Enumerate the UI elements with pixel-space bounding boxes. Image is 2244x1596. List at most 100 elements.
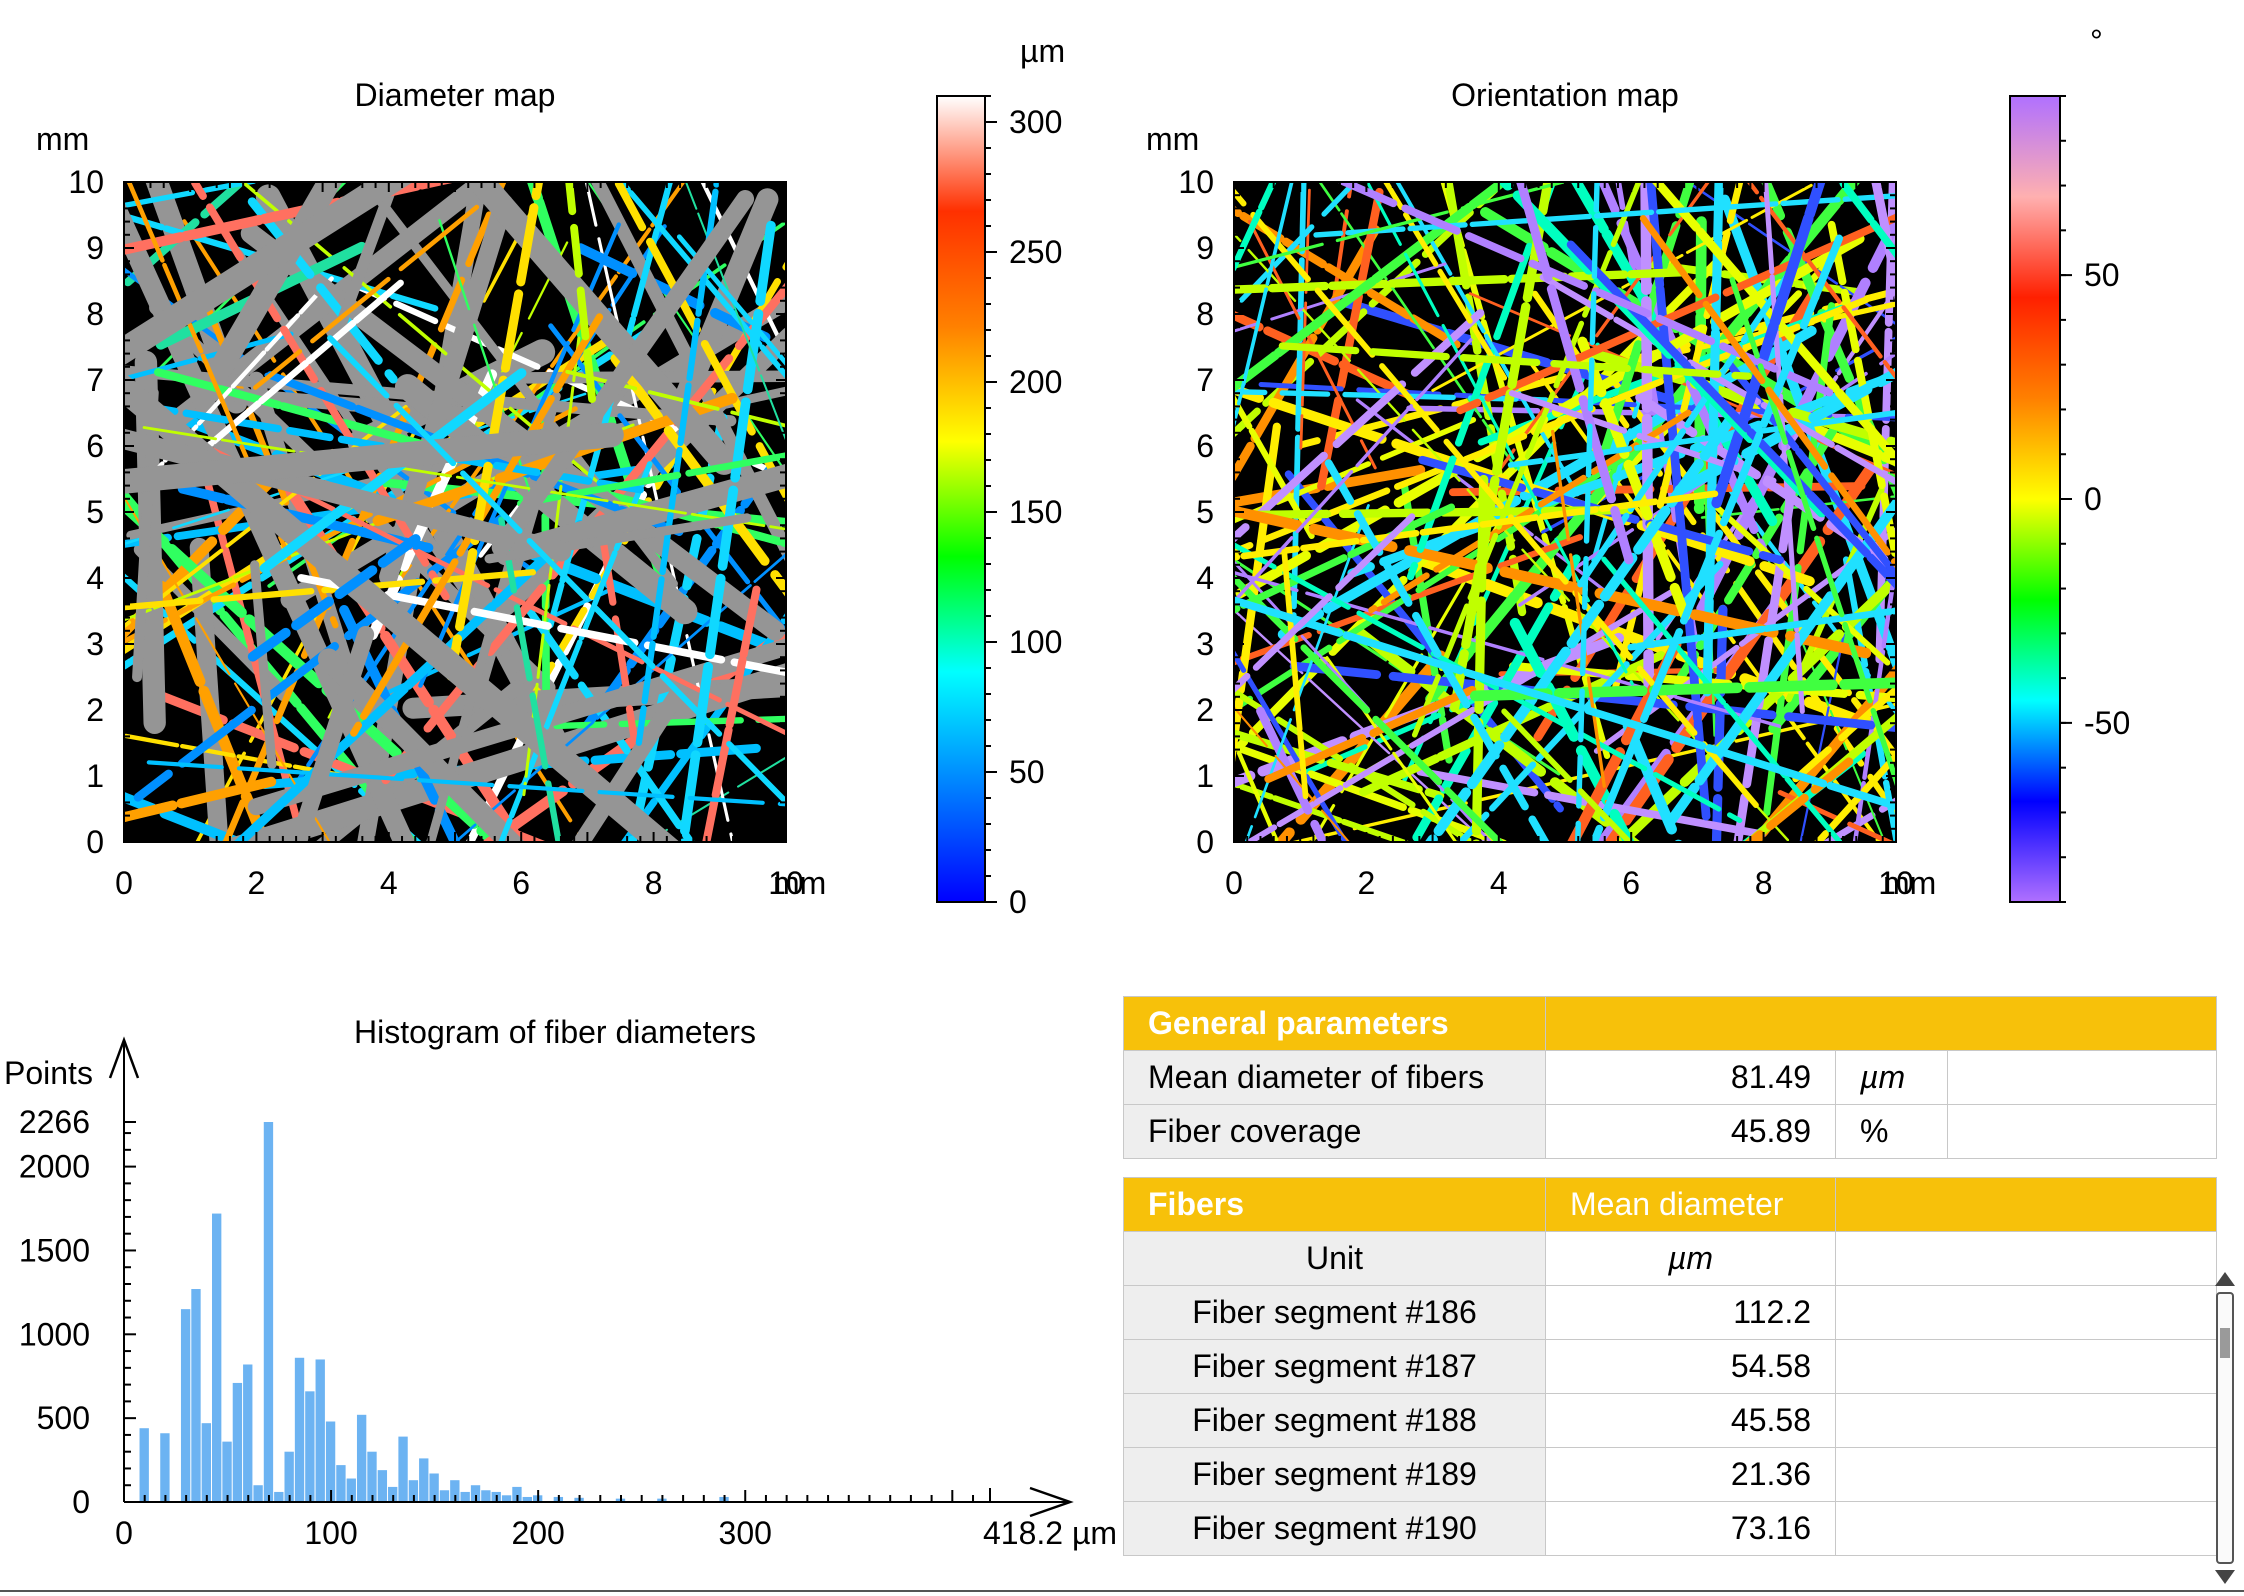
table-row[interactable]: Fiber segment #188 45.58 <box>1123 1393 2217 1448</box>
fiber-segment <box>222 182 507 842</box>
histogram-bar <box>377 1470 388 1502</box>
scroll-up-arrow-icon[interactable] <box>2215 1272 2235 1286</box>
fiber-segment <box>1743 757 1854 842</box>
x-tick-label: 2 <box>1358 865 1376 901</box>
histogram-bar <box>439 1490 450 1502</box>
table-row[interactable]: Fiber segment #190 73.16 <box>1123 1501 2217 1556</box>
histogram-title: Histogram of fiber diameters <box>354 1014 756 1050</box>
fiber-segment <box>1746 182 1896 381</box>
row-label: Fiber segment #190 <box>1123 1501 1546 1556</box>
histogram-bar <box>274 1491 284 1502</box>
fiber-segment <box>1365 182 1634 686</box>
fiber-segment <box>1480 207 1896 468</box>
fiber-segment <box>491 190 755 557</box>
histogram-bar <box>408 1480 419 1502</box>
scrollbar-thumb[interactable] <box>2220 1328 2230 1358</box>
fiber-segment <box>1243 589 1675 842</box>
fiber-segment <box>1234 505 1872 659</box>
fiber-segment <box>1551 429 1609 807</box>
x-tick-label: 10 <box>768 865 804 901</box>
fiber-segment <box>1729 277 1896 789</box>
fiber-segment <box>1317 187 1384 491</box>
row-unit: % <box>1835 1104 1948 1159</box>
table-row[interactable]: Fiber segment #187 54.58 <box>1123 1339 2217 1394</box>
fiber-segment <box>1234 490 1719 561</box>
histogram-bar <box>243 1364 253 1502</box>
fiber-segment <box>1657 301 1896 359</box>
x-tick-label: 6 <box>1622 865 1640 901</box>
y-tick-label: 3 <box>86 626 104 662</box>
y-tick-label: 0 <box>72 1484 90 1520</box>
fiber-segment <box>1792 684 1896 783</box>
fiber-segment <box>684 182 786 443</box>
fibers-title: Fibers <box>1123 1177 1546 1232</box>
colorbar-tick-label: 150 <box>1009 494 1062 530</box>
orientation-map-x-unit: mm <box>1883 865 1936 901</box>
row-spacer <box>1835 1231 2217 1286</box>
histogram-bars <box>139 1122 729 1502</box>
table-row[interactable]: Fiber segment #189 21.36 <box>1123 1447 2217 1502</box>
fiber-segment <box>124 182 264 209</box>
histogram-bar <box>470 1485 481 1502</box>
fiber-segment <box>1324 459 1550 842</box>
x-tick-label: 300 <box>719 1515 772 1551</box>
fiber-segment <box>1566 240 1896 590</box>
fiber-segment <box>1234 608 1488 842</box>
fiber-segment <box>1651 182 1896 466</box>
y-tick-label: 6 <box>1196 428 1214 464</box>
fiber-segment <box>1278 342 1752 380</box>
fiber-segment <box>1234 687 1477 842</box>
header-spacer <box>1544 996 2218 1051</box>
table-row[interactable]: Mean diameter of fibers 81.49 µm <box>1123 1050 2218 1105</box>
fiber-segment <box>700 182 786 359</box>
fibers-header: Fibers Mean diameter <box>1123 1177 2217 1232</box>
fiber-segment <box>1299 182 1312 450</box>
fiber-segment <box>246 534 421 663</box>
histogram-bar <box>398 1436 408 1502</box>
orientation-colorbar <box>2009 95 2061 903</box>
histogram: Histogram of fiber diameters Points 0 100… <box>4 1014 1117 1551</box>
colorbar-tick-label: 100 <box>1009 624 1062 660</box>
y-tick-label: 1 <box>1196 758 1214 794</box>
histogram-bar <box>294 1357 305 1502</box>
scrollbar-track[interactable] <box>2216 1292 2234 1564</box>
histogram-axes: 0 100 200 300 418.2 µm 0 500 1000 1500 2000 2266 <box>19 1036 1117 1551</box>
fiber-segment <box>565 182 597 406</box>
histogram-bar <box>346 1478 356 1502</box>
y-tick-label: 1000 <box>19 1316 90 1352</box>
fiber-segment <box>1395 182 1580 497</box>
fiber-segment <box>1234 393 1315 540</box>
table-row[interactable]: Fiber segment #186 112.2 <box>1123 1285 2217 1340</box>
fiber-segment <box>1234 182 1359 312</box>
y-tick-label: 1 <box>86 758 104 794</box>
histogram-bar <box>305 1391 315 1502</box>
colorbar-tick-label: 0 <box>1009 884 1027 920</box>
header-spacer <box>1835 1177 2217 1232</box>
fiber-segment <box>1733 479 1798 842</box>
colorbar-tick-label: 50 <box>1009 754 1045 790</box>
fiber-segment <box>571 674 693 842</box>
fiber-segment <box>1234 182 1511 393</box>
y-tick-label: 10 <box>68 164 104 200</box>
fiber-segment <box>1570 182 1778 527</box>
fiber-segment <box>1274 650 1447 842</box>
histogram-bar <box>522 1496 532 1502</box>
fiber-segment <box>1871 182 1896 306</box>
table-row[interactable]: Fiber coverage 45.89 % <box>1123 1104 2218 1159</box>
y-axis-arrow-icon <box>108 1036 140 1079</box>
fiber-segment <box>259 368 527 574</box>
fiber-segment <box>124 372 680 842</box>
scroll-down-arrow-icon[interactable] <box>2215 1570 2235 1584</box>
y-tick-label: 6 <box>86 428 104 464</box>
row-unit: µm <box>1835 1050 1948 1105</box>
row-label: Fiber coverage <box>1123 1104 1546 1159</box>
fiber-segment <box>635 182 720 746</box>
histogram-bar <box>501 1495 512 1502</box>
histogram-bar <box>201 1423 212 1502</box>
table-scrollbar[interactable] <box>2212 1272 2238 1584</box>
fiber-segment <box>1501 708 1634 842</box>
colorbar-tick-label: -50 <box>2084 705 2130 741</box>
histogram-bar <box>263 1122 274 1502</box>
